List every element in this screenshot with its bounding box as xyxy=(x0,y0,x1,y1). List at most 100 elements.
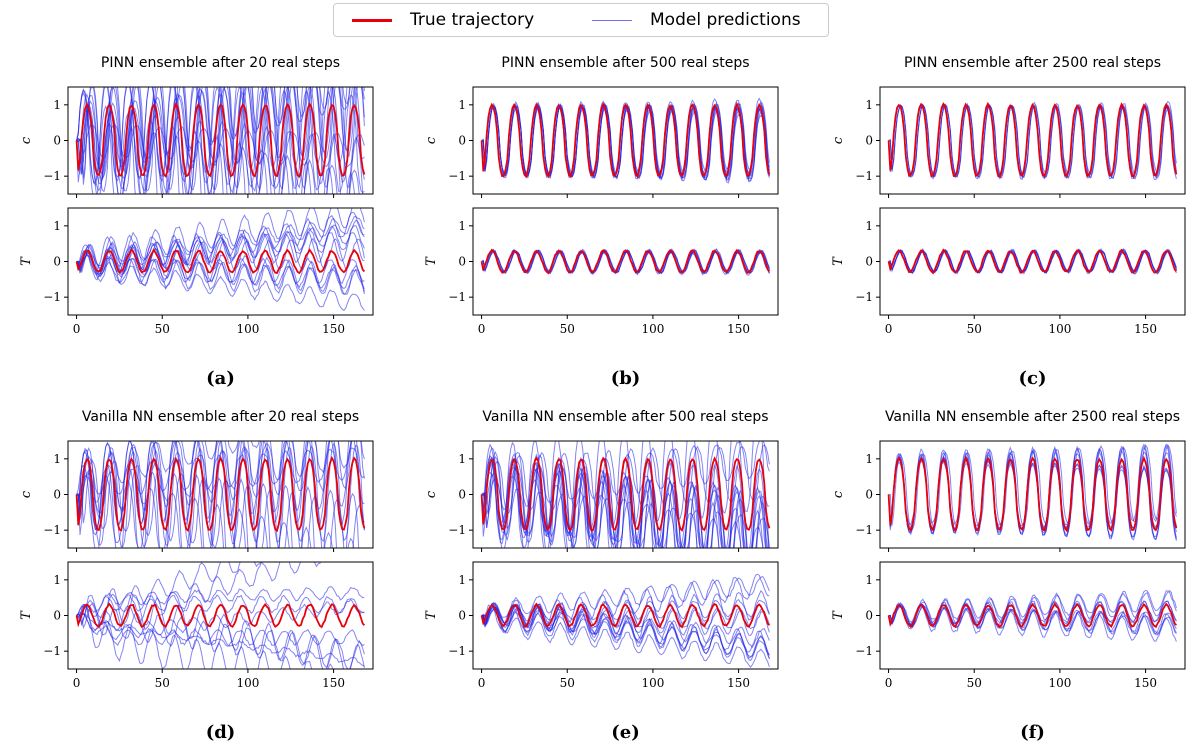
prediction-line-f-T xyxy=(888,603,1177,642)
prediction-line-e-c xyxy=(481,471,764,548)
ytick-label-a-T: −1 xyxy=(43,290,61,304)
xtick-label-f: 100 xyxy=(1048,676,1071,690)
prediction-line-e-T xyxy=(481,606,770,649)
xtick-label-d: 0 xyxy=(73,676,81,690)
xtick-label-c: 50 xyxy=(967,322,982,336)
ylabel-b-T: T xyxy=(424,256,439,266)
subplot-label-c: (c) xyxy=(1019,368,1047,389)
prediction-line-a-T xyxy=(76,254,365,311)
xtick-label-c: 0 xyxy=(885,322,893,336)
legend-swatch-model xyxy=(592,19,632,21)
ytick-label-d-c: 0 xyxy=(53,488,61,502)
xtick-label-d: 100 xyxy=(236,676,259,690)
xtick-label-c: 150 xyxy=(1134,322,1157,336)
prediction-line-c-c xyxy=(888,103,1177,178)
ylabel-e-T: T xyxy=(424,610,439,620)
true-line-d-c xyxy=(75,456,366,533)
axes-frame-d-T xyxy=(67,561,374,670)
ytick-label-f-T: 1 xyxy=(865,573,873,587)
panel-title-a: PINN ensemble after 20 real steps xyxy=(101,55,340,71)
axes-frame-c-c xyxy=(879,86,1186,195)
ytick-label-c-T: 1 xyxy=(865,219,873,233)
prediction-line-d-T xyxy=(76,612,365,647)
prediction-line-d-T xyxy=(76,562,261,625)
subplot-label-d: (d) xyxy=(206,722,236,743)
ytick-label-a-T: 1 xyxy=(53,219,61,233)
legend-label-model: Model predictions xyxy=(650,10,801,30)
true-line-e-c xyxy=(480,456,771,532)
ytick-label-a-c: −1 xyxy=(43,169,61,183)
ylabel-e-c: c xyxy=(424,490,439,498)
ylabel-d-T: T xyxy=(19,610,34,620)
ytick-label-d-T: −1 xyxy=(43,644,61,658)
panel-title-e: Vanilla NN ensemble after 500 real steps xyxy=(482,409,768,425)
ytick-label-a-c: 1 xyxy=(53,98,61,112)
legend: True trajectory Model predictions xyxy=(333,3,829,37)
true-line-c-c xyxy=(887,101,1178,178)
xtick-label-d: 150 xyxy=(322,676,345,690)
prediction-line-a-T xyxy=(76,252,365,290)
prediction-line-b-c xyxy=(481,102,770,182)
prediction-line-a-c xyxy=(76,87,365,180)
ytick-label-e-c: 0 xyxy=(458,488,466,502)
xtick-label-e: 0 xyxy=(478,676,486,690)
ytick-label-d-T: 1 xyxy=(53,573,61,587)
ytick-label-b-T: 0 xyxy=(458,255,466,269)
prediction-line-e-c xyxy=(481,478,770,548)
panel-title-c: PINN ensemble after 2500 real steps xyxy=(904,55,1161,71)
panel-title-d: Vanilla NN ensemble after 20 real steps xyxy=(82,409,359,425)
prediction-line-d-c xyxy=(76,441,365,514)
ylabel-c-T: T xyxy=(831,256,846,266)
ytick-label-e-T: −1 xyxy=(448,644,466,658)
ytick-label-f-c: 0 xyxy=(865,488,873,502)
prediction-line-c-c xyxy=(888,103,1177,179)
ytick-label-b-c: 1 xyxy=(458,98,466,112)
prediction-line-a-c xyxy=(76,87,365,193)
ytick-label-e-T: 0 xyxy=(458,609,466,623)
ytick-label-f-c: −1 xyxy=(855,523,873,537)
prediction-line-d-T xyxy=(76,613,365,667)
ytick-label-f-T: −1 xyxy=(855,644,873,658)
ytick-label-a-T: 0 xyxy=(53,255,61,269)
legend-item-true: True trajectory xyxy=(352,4,534,36)
xtick-label-f: 150 xyxy=(1134,676,1157,690)
ytick-label-e-c: −1 xyxy=(448,523,466,537)
prediction-line-d-T xyxy=(76,602,365,669)
xtick-label-a: 0 xyxy=(73,322,81,336)
ytick-label-d-c: 1 xyxy=(53,452,61,466)
true-line-f-c xyxy=(887,455,1178,533)
ylabel-f-T: T xyxy=(831,610,846,620)
prediction-line-a-T xyxy=(76,211,365,275)
ytick-label-a-c: 0 xyxy=(53,134,61,148)
xtick-label-e: 50 xyxy=(560,676,575,690)
prediction-line-c-c xyxy=(888,103,1177,179)
panel-title-f: Vanilla NN ensemble after 2500 real step… xyxy=(885,409,1180,425)
ytick-label-b-c: 0 xyxy=(458,134,466,148)
true-line-e-T xyxy=(480,602,771,629)
prediction-line-f-c xyxy=(888,443,1177,530)
xtick-label-e: 150 xyxy=(727,676,750,690)
ytick-label-b-T: −1 xyxy=(448,290,466,304)
prediction-line-d-T xyxy=(76,586,365,619)
true-line-d-T xyxy=(75,602,366,629)
xtick-label-b: 50 xyxy=(560,322,575,336)
prediction-line-c-c xyxy=(888,100,1177,178)
ylabel-f-c: c xyxy=(831,490,846,498)
prediction-line-a-c xyxy=(76,87,351,176)
prediction-line-a-T xyxy=(76,231,365,271)
xtick-label-b: 0 xyxy=(478,322,486,336)
legend-item-model: Model predictions xyxy=(592,4,801,36)
true-line-a-T xyxy=(75,248,366,275)
prediction-line-e-T xyxy=(481,608,770,669)
true-line-b-T xyxy=(480,248,771,275)
ytick-label-d-T: 0 xyxy=(53,609,61,623)
xtick-label-a: 150 xyxy=(322,322,345,336)
prediction-line-c-c xyxy=(888,102,1177,180)
prediction-line-d-T xyxy=(76,603,334,669)
prediction-line-e-T xyxy=(481,575,770,622)
prediction-line-d-c xyxy=(76,442,365,548)
xtick-label-f: 0 xyxy=(885,676,893,690)
prediction-line-a-T xyxy=(76,249,365,295)
panel-title-b: PINN ensemble after 500 real steps xyxy=(501,55,749,71)
